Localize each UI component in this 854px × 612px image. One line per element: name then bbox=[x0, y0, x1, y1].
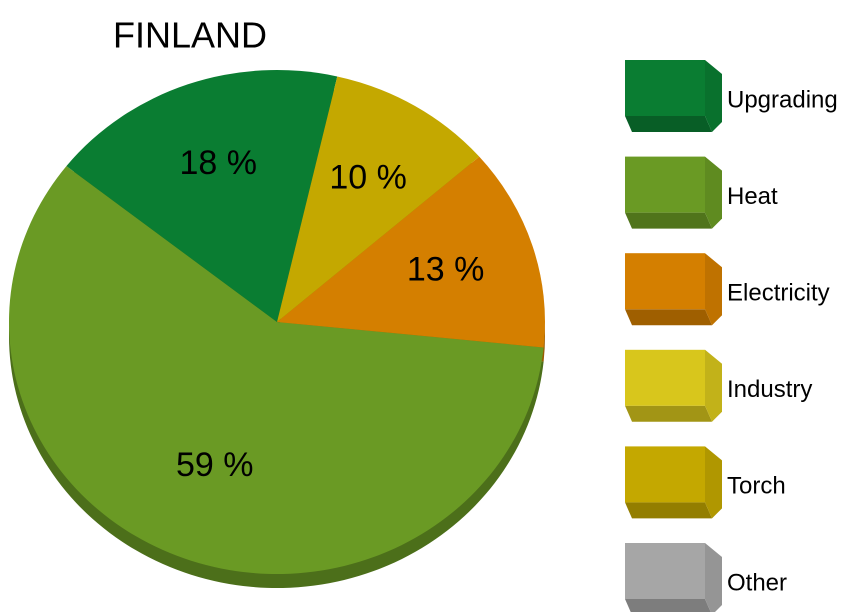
legend-label: Torch bbox=[727, 473, 786, 500]
legend-label: Industry bbox=[727, 376, 812, 403]
legend-swatch bbox=[625, 309, 712, 326]
legend-item: Electricity bbox=[625, 253, 830, 326]
legend-swatch bbox=[625, 60, 705, 116]
chart-title: FINLAND bbox=[113, 15, 267, 56]
legend-swatch bbox=[625, 502, 712, 519]
legend-swatch bbox=[625, 446, 705, 503]
legend-item: Heat bbox=[625, 156, 778, 229]
legend-swatch bbox=[625, 116, 712, 132]
legend-label: Heat bbox=[727, 183, 778, 210]
legend-item: Upgrading bbox=[625, 60, 838, 132]
slice bbox=[277, 156, 545, 348]
slice bbox=[9, 166, 544, 575]
legend-swatch bbox=[705, 156, 722, 229]
legend-swatch bbox=[705, 60, 722, 132]
data-label: 10 % bbox=[329, 158, 407, 196]
legend-label: Other bbox=[727, 569, 787, 596]
legend-swatch bbox=[625, 599, 711, 612]
legend-item: Industry bbox=[625, 349, 812, 422]
data-label: 18 % bbox=[179, 144, 257, 182]
legend-label: Electricity bbox=[727, 280, 830, 307]
legend-swatch bbox=[625, 543, 705, 599]
legend-swatch bbox=[625, 156, 705, 213]
slice bbox=[66, 69, 338, 322]
data-label: 13 % bbox=[407, 251, 485, 289]
legend-swatch bbox=[625, 405, 712, 422]
legend-item: Torch bbox=[625, 446, 786, 519]
legend-swatch bbox=[705, 446, 722, 519]
legend-swatch bbox=[625, 212, 712, 229]
legend-swatch bbox=[625, 253, 705, 310]
legend-swatch bbox=[705, 349, 722, 422]
data-label: 59 % bbox=[176, 446, 254, 484]
slice bbox=[277, 76, 480, 322]
legend-swatch bbox=[705, 253, 722, 326]
legend-swatch bbox=[705, 543, 722, 612]
legend-label: Upgrading bbox=[727, 86, 838, 113]
legend-item: Other bbox=[625, 543, 787, 612]
legend-swatch bbox=[625, 349, 705, 406]
